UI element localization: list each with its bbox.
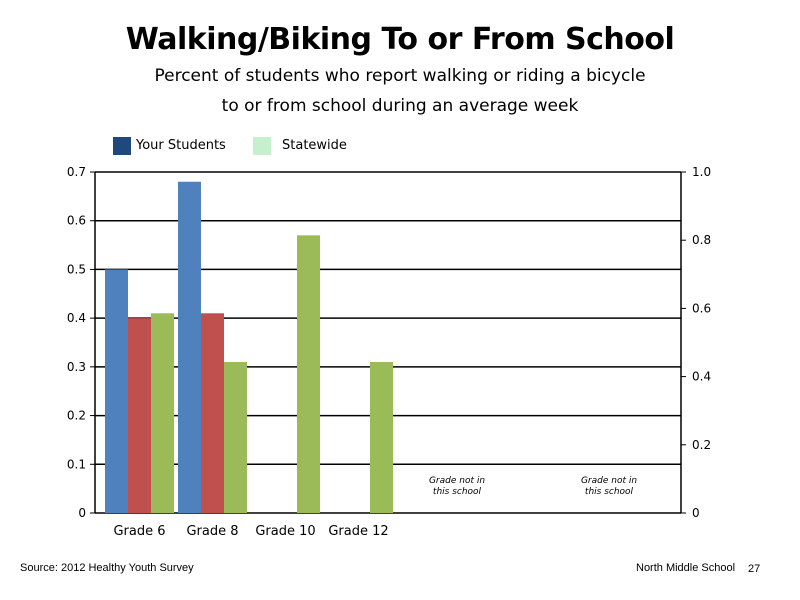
source-note: Source: 2012 Healthy Youth Survey bbox=[20, 562, 194, 574]
legend-label-your-students: Your Students bbox=[136, 138, 226, 153]
y-tick-label: 0.5 bbox=[67, 262, 86, 276]
y-tick-label: 0.3 bbox=[67, 360, 86, 374]
bar bbox=[105, 269, 128, 513]
y-tick-label: 0.7 bbox=[67, 165, 86, 179]
bar bbox=[151, 313, 174, 513]
page-number: 27 bbox=[748, 563, 761, 575]
x-category-label: Grade 8 bbox=[186, 524, 238, 539]
y-tick-label: 0.6 bbox=[67, 214, 86, 228]
legend-label-statewide: Statewide bbox=[282, 138, 347, 153]
school-name: North Middle School bbox=[636, 562, 736, 574]
y2-tick-label: 1.0 bbox=[692, 165, 711, 179]
y-tick-label: 0.4 bbox=[67, 311, 86, 325]
y2-tick-label: 0.2 bbox=[692, 438, 711, 452]
x-category-label: Grade 6 bbox=[113, 524, 165, 539]
bar bbox=[201, 313, 224, 513]
bar bbox=[128, 318, 151, 513]
annotation-line-1: Grade not in bbox=[581, 476, 637, 486]
annotation-line-2: this school bbox=[433, 487, 482, 497]
bar bbox=[224, 361, 247, 513]
bar bbox=[297, 235, 320, 514]
x-category-label: Grade 10 bbox=[255, 524, 315, 539]
y-tick-label: 0.2 bbox=[67, 409, 86, 423]
annotation-line-1: Grade not in bbox=[429, 476, 485, 486]
x-category-label: Grade 12 bbox=[328, 524, 388, 539]
y2-tick-label: 0.4 bbox=[692, 370, 711, 384]
chart-subtitle-line-2: to or from school during an average week bbox=[221, 96, 579, 116]
chart-title: Walking/Biking To or From School bbox=[125, 22, 675, 57]
y2-tick-label: 0 bbox=[692, 506, 700, 520]
y2-tick-label: 0.6 bbox=[692, 301, 711, 315]
legend-swatch-your-students bbox=[113, 137, 131, 155]
bar bbox=[178, 181, 201, 513]
bar bbox=[370, 361, 393, 513]
annotation-line-2: this school bbox=[585, 487, 634, 497]
chart-subtitle-line-1: Percent of students who report walking o… bbox=[154, 66, 646, 86]
y-tick-label: 0.1 bbox=[67, 457, 86, 471]
y-tick-label: 0 bbox=[78, 506, 86, 520]
legend-swatch-statewide bbox=[253, 137, 271, 155]
y2-tick-label: 0.8 bbox=[692, 233, 711, 247]
